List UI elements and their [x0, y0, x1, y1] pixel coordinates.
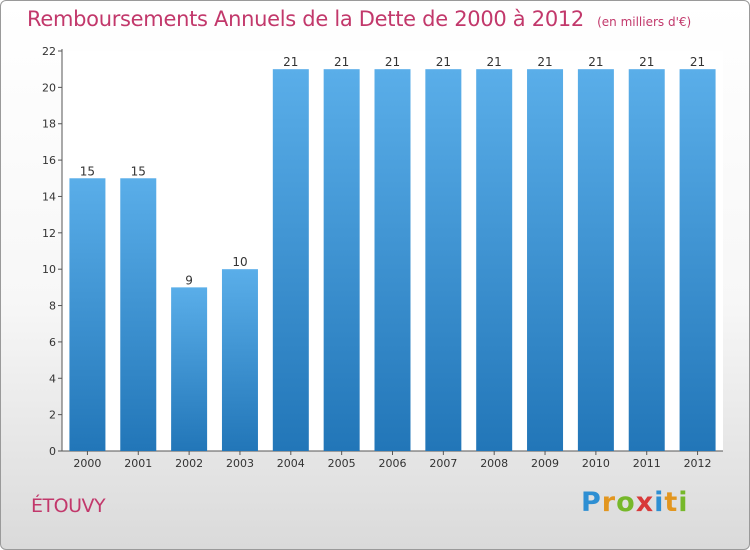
data-label-2002: 9: [185, 273, 193, 287]
y-tick-label: 14: [42, 190, 56, 203]
x-tick-label-2003: 2003: [226, 457, 254, 470]
bar-2011: [628, 69, 665, 451]
x-tick-label-2009: 2009: [531, 457, 559, 470]
bar-2002: [171, 287, 208, 451]
y-tick-label: 16: [42, 154, 56, 167]
logo-letter: r: [601, 487, 617, 518]
bar-2003: [221, 269, 258, 451]
y-tick-label: 6: [49, 336, 56, 349]
logo-letter: t: [664, 487, 679, 518]
bar-2012: [679, 69, 716, 451]
x-tick-label-2000: 2000: [73, 457, 101, 470]
data-label-2006: 21: [385, 55, 400, 69]
chart-header: Remboursements Annuels de la Dette de 20…: [27, 7, 691, 31]
x-tick-label-2002: 2002: [175, 457, 203, 470]
y-tick-label: 22: [42, 45, 56, 58]
bar-2000: [69, 178, 106, 452]
bar-2005: [323, 69, 360, 451]
logo-letter: i: [654, 487, 665, 518]
chart-subtitle: (en milliers d'€): [597, 15, 692, 29]
y-tick-label: 0: [49, 445, 56, 458]
y-tick-label: 10: [42, 263, 56, 276]
data-label-2005: 21: [334, 55, 349, 69]
data-label-2011: 21: [639, 55, 654, 69]
y-tick-label: 20: [42, 81, 56, 94]
y-tick-label: 18: [42, 118, 56, 131]
y-tick-label: 8: [49, 300, 56, 313]
x-tick-label-2012: 2012: [684, 457, 712, 470]
x-tick-label-2008: 2008: [480, 457, 508, 470]
logo-letter: x: [635, 487, 655, 518]
commune-name: ÉTOUVY: [31, 495, 106, 517]
y-tick-label: 12: [42, 227, 56, 240]
x-tick-label-2006: 2006: [379, 457, 407, 470]
bar-2007: [425, 69, 462, 451]
logo-letter: P: [581, 487, 602, 518]
data-label-2009: 21: [537, 55, 552, 69]
data-label-2004: 21: [283, 55, 298, 69]
bar-2009: [527, 69, 564, 451]
proxiti-logo: Proxiti: [581, 487, 689, 518]
x-tick-label-2001: 2001: [124, 457, 152, 470]
logo-letter: i: [678, 487, 689, 518]
data-label-2001: 15: [131, 164, 146, 178]
data-label-2012: 21: [690, 55, 705, 69]
bar-2008: [476, 69, 513, 451]
data-label-2003: 10: [232, 255, 247, 269]
x-tick-label-2010: 2010: [582, 457, 610, 470]
bar-2006: [374, 69, 411, 451]
x-tick-label-2005: 2005: [328, 457, 356, 470]
y-tick-label: 4: [49, 372, 56, 385]
chart-title: Remboursements Annuels de la Dette de 20…: [27, 7, 584, 31]
data-label-2010: 21: [588, 55, 603, 69]
y-tick-label: 2: [49, 409, 56, 422]
bar-2001: [120, 178, 157, 452]
data-label-2007: 21: [436, 55, 451, 69]
data-label-2000: 15: [80, 164, 95, 178]
x-tick-label-2011: 2011: [633, 457, 661, 470]
bar-2004: [272, 69, 309, 451]
data-label-2008: 21: [487, 55, 502, 69]
bar-2010: [577, 69, 614, 451]
logo-letter: o: [616, 487, 636, 518]
x-tick-label-2004: 2004: [277, 457, 305, 470]
x-tick-label-2007: 2007: [429, 457, 457, 470]
